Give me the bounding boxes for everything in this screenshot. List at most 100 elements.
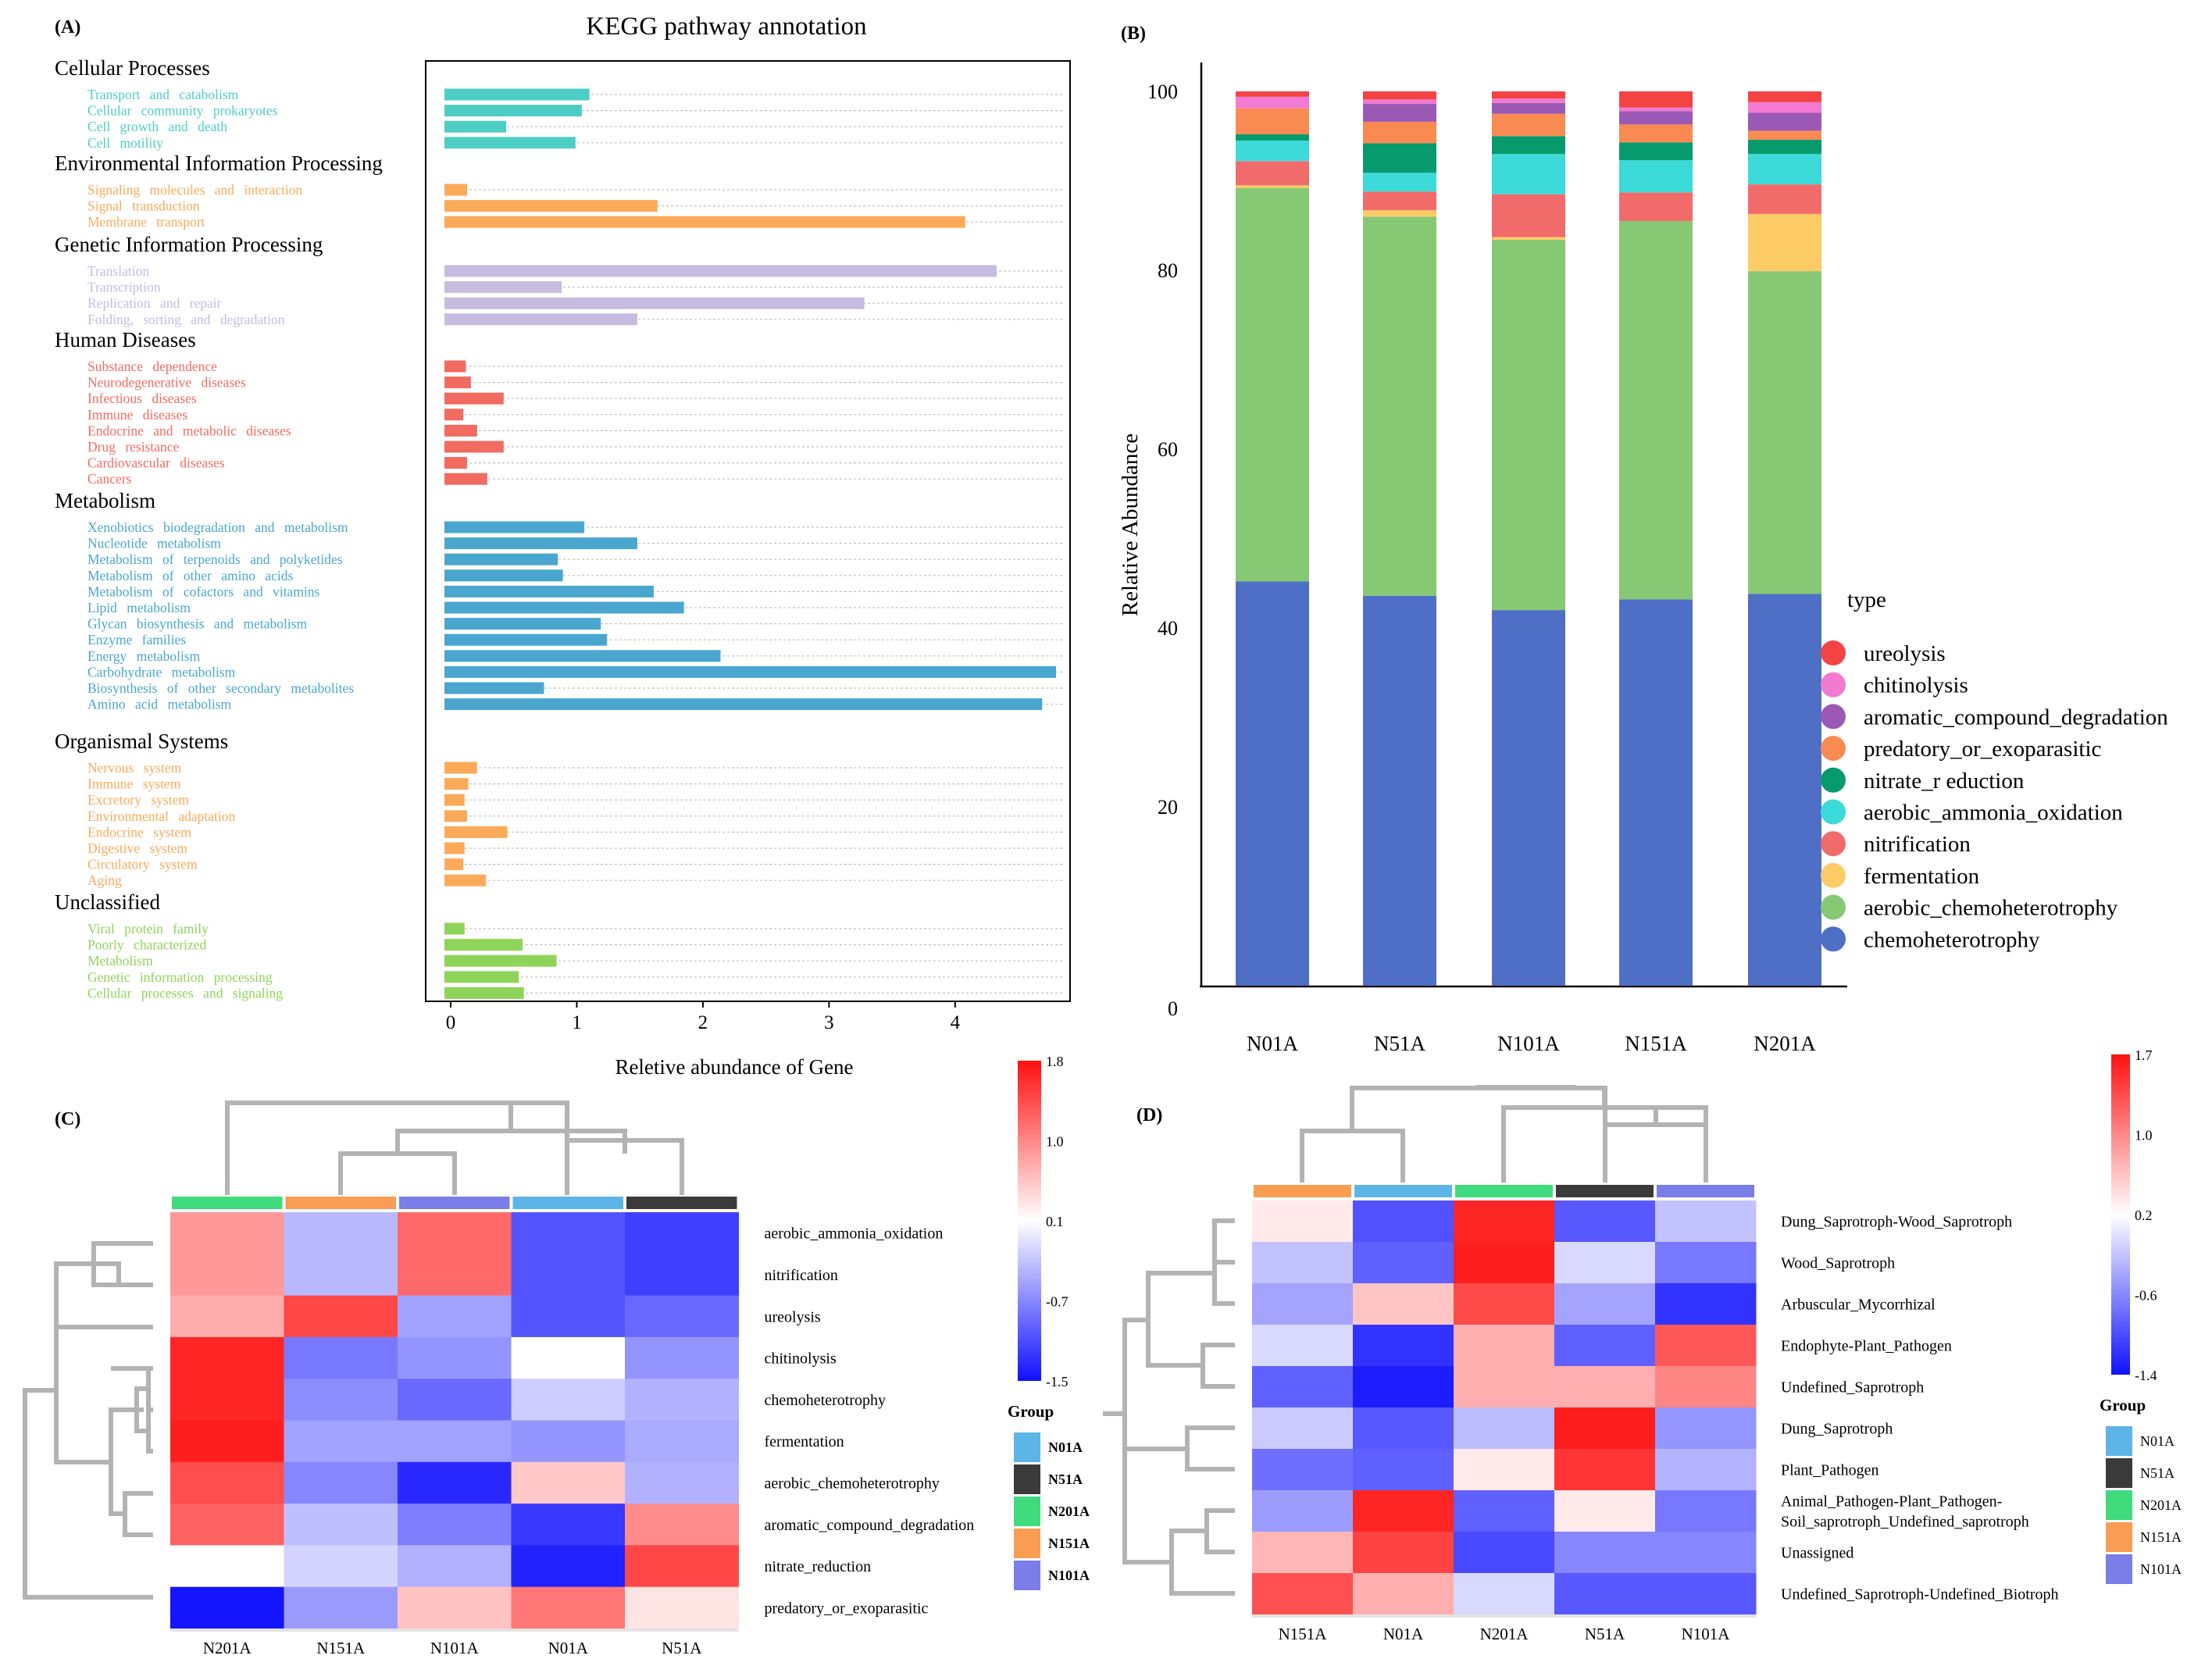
legend-swatch-aerobic-chemoheterotrophy <box>1821 894 1846 920</box>
category-label: Membrane transport <box>87 214 205 230</box>
cell-aromatic-compound-degradation-n201a <box>170 1504 284 1546</box>
category-label: Biosynthesis of other secondary metaboli… <box>87 680 354 696</box>
cell-plant-pathogen-n101a <box>1655 1449 1757 1491</box>
segment-chemoheterotrophy-n151a <box>1619 599 1693 986</box>
bar-environmental-adaptation <box>444 810 467 822</box>
bar-viral-protein-family <box>444 922 465 935</box>
segment-aerobic-chemoheterotrophy-n201a <box>1748 271 1821 594</box>
category-label: Metabolism of terpenoids and polyketides <box>87 551 343 567</box>
cell-nitrification-n151a <box>284 1254 398 1297</box>
segment-ureolysis-n51a <box>1363 91 1436 100</box>
column-dendrogram-branch <box>1476 1085 1576 1090</box>
column-dendrogram-branch <box>1603 1122 1706 1183</box>
bar-genetic-information-processing <box>444 971 519 983</box>
legend-label: N51A <box>1048 1472 1083 1487</box>
legend-swatch-n101a <box>1014 1561 1040 1590</box>
cell-dung-saprotroph-n01a <box>1353 1407 1454 1450</box>
cell-unassigned-n51a <box>1554 1532 1656 1574</box>
bar-cellular-community-prokaryotes <box>444 105 582 117</box>
cell-aerobic-chemoheterotrophy-n01a <box>511 1461 626 1504</box>
legend-swatch-n101a <box>2106 1554 2132 1584</box>
category-label: Infectious diseases <box>87 391 197 406</box>
cell-nitrate-reduction-n01a <box>511 1545 626 1588</box>
segment-chitinolysis-n01a <box>1236 96 1309 109</box>
segment-nitrate-r-eduction-n101a <box>1492 136 1565 155</box>
bar-metabolism-of-other-amino-acids <box>444 569 563 582</box>
legend-label: ureolysis <box>1864 641 1946 666</box>
legend-swatch-nitrification <box>1821 831 1846 857</box>
row-label: Endophyte-Plant_Pathogen <box>1781 1338 1952 1355</box>
cell-aromatic-compound-degradation-n51a <box>625 1504 739 1546</box>
bar-amino-acid-metabolism <box>444 698 1043 711</box>
row-dendrogram-branch <box>1169 1529 1235 1596</box>
segment-chitinolysis-n101a <box>1492 98 1565 103</box>
segment-nitrate-r-eduction-n151a <box>1619 142 1693 161</box>
x-tick-label: 4 <box>951 1012 961 1033</box>
column-group-bar-n101a <box>1657 1185 1754 1197</box>
legend-swatch-fermentation <box>1821 862 1846 888</box>
row-dendrogram-branch <box>54 1261 153 1329</box>
segment-aerobic-ammonia-oxidation-n101a <box>1492 154 1565 194</box>
segment-chemoheterotrophy-n51a <box>1363 595 1436 986</box>
legend-swatch-chemoheterotrophy <box>1821 926 1846 952</box>
cell-undefined-saprotroph-n151a <box>1252 1366 1354 1408</box>
legend-swatch-n01a <box>2106 1426 2132 1456</box>
row-label: Dung_Saprotroph <box>1781 1421 1893 1438</box>
y-tick-label: 40 <box>1158 617 1178 640</box>
legend-label: aerobic_ammonia_oxidation <box>1864 801 2123 826</box>
legend-swatch-nitrate-r-eduction <box>1821 767 1846 793</box>
panel-a-kegg-bar-chart: (A) KEGG pathway annotation Cellular Proce… <box>55 12 1071 1079</box>
category-label: Endocrine and metabolic diseases <box>87 423 291 438</box>
cell-chitinolysis-n01a <box>511 1336 626 1379</box>
cell-predatory-or-exoparasitic-n01a <box>511 1586 626 1629</box>
colorbar <box>1018 1061 1041 1381</box>
cell-aerobic-ammonia-oxidation-n151a <box>284 1212 398 1254</box>
group-heading-environmental-information-processing: Environmental Information Processing <box>55 152 383 175</box>
x-tick-label: 3 <box>824 1012 834 1033</box>
column-dendrogram-branch <box>338 1151 457 1195</box>
category-label: N01A <box>1247 1032 1298 1055</box>
legend-swatch-predatory-or-exoparasitic <box>1821 736 1846 762</box>
category-label: Carbohydrate metabolism <box>87 664 236 680</box>
group-heading-genetic-information-processing: Genetic Information Processing <box>55 233 323 256</box>
colorbar-tick-label: -0.6 <box>2135 1288 2157 1304</box>
bar-metabolism-of-cofactors-and-vitamins <box>444 585 654 598</box>
category-label: Poorly characterized <box>87 937 207 953</box>
cell-aerobic-chemoheterotrophy-n101a <box>398 1461 512 1504</box>
category-label: Viral protein family <box>87 921 209 936</box>
bar-digestive-system <box>444 842 465 854</box>
cell-plant-pathogen-n151a <box>1252 1449 1354 1491</box>
segment-nitrification-n01a <box>1236 161 1309 186</box>
segment-aerobic-chemoheterotrophy-n151a <box>1619 221 1693 600</box>
row-dendrogram-branch <box>1204 1508 1235 1554</box>
panel-c-heatmap: (C) aerobic_ammonia_oxidation nitrificatio… <box>23 1054 1090 1657</box>
segment-aerobic-chemoheterotrophy-n101a <box>1492 240 1565 611</box>
legend-title: type <box>1847 587 1886 612</box>
legend-swatch-n51a <box>1014 1464 1040 1494</box>
cell-undefined-saprotroph-n101a <box>1655 1366 1757 1408</box>
category-label: Glycan biosynthesis and metabolism <box>87 616 308 632</box>
bar-endocrine-and-metabolic-diseases <box>444 424 477 437</box>
segment-nitrification-n151a <box>1619 192 1693 222</box>
cell-nitrification-n01a <box>511 1254 626 1297</box>
column-group-bar-n101a <box>399 1197 510 1209</box>
group-heading-human-diseases: Human Diseases <box>55 328 196 351</box>
bar-replication-and-repair <box>444 297 865 309</box>
column-group-bar-n01a <box>512 1197 623 1209</box>
cell-nitrate-reduction-n101a <box>398 1545 512 1588</box>
segment-nitrification-n51a <box>1363 191 1436 211</box>
y-axis-label: Relative Abundance <box>1118 433 1143 616</box>
bar-cancers <box>444 473 487 485</box>
row-dendrogram-branch <box>94 1261 121 1287</box>
category-label: Translation <box>87 263 149 279</box>
bar-transcription <box>444 281 562 294</box>
bar-cell-motility <box>444 137 576 149</box>
bar-circulatory-system <box>444 858 464 871</box>
cell-unassigned-n01a <box>1353 1532 1454 1574</box>
bar-carbohydrate-metabolism <box>444 665 1056 678</box>
legend-label: aromatic_compound_degradation <box>1864 705 2168 730</box>
cell-fermentation-n201a <box>170 1420 284 1463</box>
row-label: Soil_saprotroph_Undefined_saprotroph <box>1781 1514 2029 1531</box>
plot-frame <box>425 60 1071 1002</box>
